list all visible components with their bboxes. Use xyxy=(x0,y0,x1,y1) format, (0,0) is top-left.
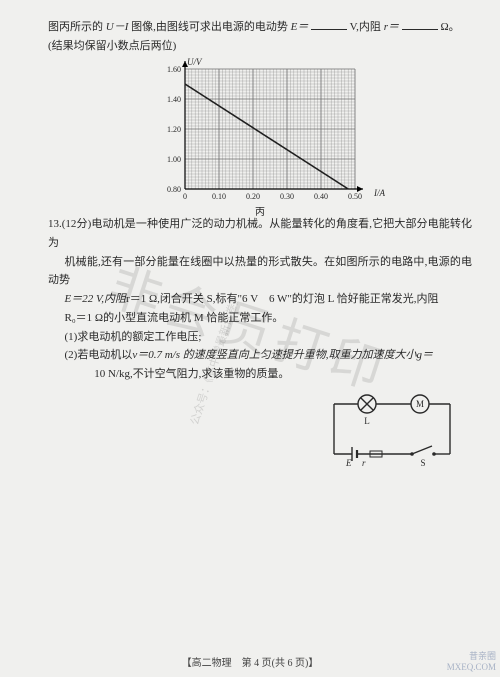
blank-emf xyxy=(311,18,347,30)
q13-line4: R₀＝1 Ω的小型直流电动机 M 恰能正常工作。 xyxy=(48,309,472,328)
q13-sub2a: (2)若电动机以 xyxy=(65,349,133,361)
svg-text:M: M xyxy=(416,399,424,409)
svg-text:1.20: 1.20 xyxy=(167,125,181,134)
intro-text-a: 图丙所示的 xyxy=(48,21,103,33)
page-footer: 【高二物理 第 4 页(共 6 页)】 xyxy=(0,654,500,669)
svg-text:0.30: 0.30 xyxy=(280,192,294,201)
svg-text:r: r xyxy=(362,458,366,468)
corner-mark: 昔亲圈 MXEQ.COM xyxy=(447,651,496,673)
svg-text:1.00: 1.00 xyxy=(167,155,181,164)
var-ui: U－I xyxy=(106,21,129,33)
svg-text:0: 0 xyxy=(183,192,187,201)
svg-text:S: S xyxy=(420,458,425,468)
svg-text:0.40: 0.40 xyxy=(314,192,328,201)
q13-body3a: E＝22 V,内阻 xyxy=(65,293,127,305)
svg-text:0.80: 0.80 xyxy=(167,185,181,194)
intro-text-d: Ω。 xyxy=(440,21,459,33)
svg-text:0.50: 0.50 xyxy=(348,192,362,201)
ui-chart: U/V 00.100.200.300.400.500.801.001.201.4… xyxy=(155,59,365,209)
q13-sub3: 10 N/kg,不计空气阻力,求该重物的质量。 xyxy=(48,365,472,384)
svg-text:1.60: 1.60 xyxy=(167,65,181,74)
svg-text:0.10: 0.10 xyxy=(212,192,226,201)
q13-line2: 机械能,还有一部分能量在线圈中以热量的形式散失。在如图所示的电路中,电源的电动势 xyxy=(48,253,472,290)
q13-body3b: r＝1 Ω,闭合开关 S,标有"6 V 6 W"的灯泡 L 恰好能正常发光,内阻 xyxy=(126,293,438,305)
svg-text:L: L xyxy=(364,416,370,426)
intro-text-b: 图像,由图线可求出电源的电动势 xyxy=(131,21,288,33)
chart-svg: 0 0.10 0.20 0.30 0.40 0.50 0.80 1.00 1.20 1.40 1.6… xyxy=(155,59,365,204)
q13-sub2c: g＝ xyxy=(417,349,434,361)
chart-ylabel: U/V xyxy=(187,55,202,70)
svg-text:E: E xyxy=(345,458,352,468)
q13-sub2b: v＝0.7 m/s 的速度竖直向上匀速提升重物,取重力加速度大小 xyxy=(132,349,416,361)
svg-text:0.20: 0.20 xyxy=(246,192,260,201)
intro-line1: 图丙所示的 U－I 图像,由图线可求出电源的电动势 E＝ V,内阻 r＝ Ω。 xyxy=(48,18,472,37)
svg-text:1.40: 1.40 xyxy=(167,95,181,104)
q13-body1: 电动机是一种使用广泛的动力机械。从能量转化的角度看,它把大部分电能转化为 xyxy=(48,218,472,249)
q13-line3: E＝22 V,内阻r＝1 Ω,闭合开关 S,标有"6 V 6 W"的灯泡 L 恰… xyxy=(48,290,472,309)
q13-sub2: (2)若电动机以v＝0.7 m/s 的速度竖直向上匀速提升重物,取重力加速度大小… xyxy=(48,346,472,365)
corner1: 昔亲圈 xyxy=(447,651,496,662)
chart-xlabel: I/A xyxy=(374,186,385,201)
var-e: E＝ xyxy=(291,21,309,33)
intro-text-c: V,内阻 xyxy=(350,21,381,33)
q13-num: 13.(12分) xyxy=(48,218,91,230)
circuit-diagram: M L Er S xyxy=(322,390,462,468)
var-r: r＝ xyxy=(384,21,399,33)
q13-sub1: (1)求电动机的额定工作电压; xyxy=(48,328,472,347)
blank-r xyxy=(402,18,438,30)
corner2: MXEQ.COM xyxy=(447,662,496,673)
chart-caption: 丙 xyxy=(255,204,265,221)
intro-line2: (结果均保留小数点后两位) xyxy=(48,37,472,56)
